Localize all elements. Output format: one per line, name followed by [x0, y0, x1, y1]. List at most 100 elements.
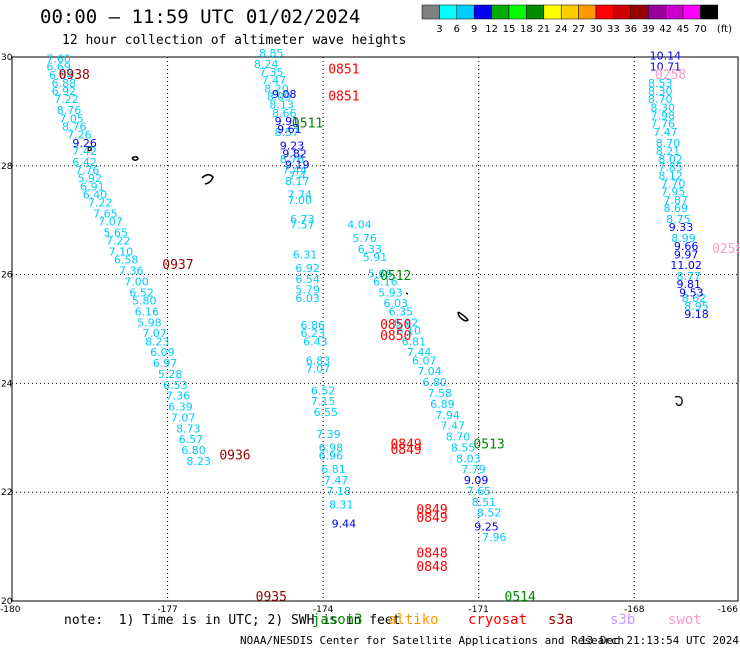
wave-height-value: 5.80: [132, 295, 157, 308]
wave-height-value: 11.02: [670, 259, 702, 272]
wave-height-value: 7.47: [262, 74, 287, 87]
wave-height-value: 6.81: [321, 463, 346, 476]
wave-height-value: 4.04: [347, 218, 372, 231]
wave-height-value: 8.69: [664, 202, 689, 215]
legend-level: 18: [520, 24, 533, 35]
pass-time-label: 0511: [292, 117, 323, 132]
legend-level: 12: [485, 24, 498, 35]
legend-swatch: [700, 4, 719, 20]
wave-height-value: 8.62: [682, 292, 707, 305]
wave-height-value: 7.07: [142, 327, 167, 340]
legend-level: 33: [607, 24, 620, 35]
wave-height-value: 9.25: [474, 520, 499, 533]
y-tick-label: 24: [1, 379, 13, 389]
wave-height-value: 9.66: [674, 240, 699, 253]
legend-level: 15: [503, 24, 516, 35]
wave-height-value: 8.95: [684, 300, 709, 313]
wave-height-value: 8.31: [329, 499, 354, 512]
wave-height-value: 9.26: [72, 137, 97, 150]
pass-time-label: 0849: [416, 503, 447, 518]
wave-height-value: 6.31: [293, 248, 318, 261]
wave-height-value: 7.47: [653, 126, 678, 139]
wave-height-value: 8.66: [272, 107, 297, 120]
island-outline: [405, 292, 409, 295]
wave-height-value: 7.36: [166, 390, 191, 403]
generated-timestamp: 13 Dec 21:13:54 UTC 2024: [580, 634, 739, 647]
wave-height-value: 6.23: [301, 327, 326, 340]
wave-height-value: 5.66: [368, 267, 393, 280]
wave-height-value: 8.99: [671, 232, 696, 245]
wave-height-value: 6.53: [163, 379, 188, 392]
legend-level: 24: [555, 24, 568, 35]
wave-height-value: 7.70: [661, 178, 686, 191]
wave-height-value: 9.09: [464, 474, 489, 487]
legend-level: 70: [694, 24, 707, 35]
y-tick-label: 28: [1, 162, 13, 172]
wave-height-value: 7.96: [482, 531, 507, 544]
wave-height-value: 7.22: [106, 235, 131, 248]
wave-height-value: 7.57: [290, 218, 315, 231]
wave-height-value: 8.23: [186, 455, 211, 468]
wave-height-value: 7.98: [651, 110, 676, 123]
wave-height-value: 7.00: [288, 194, 313, 207]
x-tick-label: -180: [0, 605, 21, 615]
pass-time-label: 0849: [416, 511, 447, 526]
wave-height-value: 8.76: [57, 104, 82, 117]
pass-time-label: 0937: [162, 258, 193, 273]
wave-height-value: 5.65: [103, 227, 128, 240]
pass-time-label: 0935: [256, 590, 287, 605]
wave-height-value: 6.03: [295, 292, 320, 305]
chart-title: 00:00 — 11:59 UTC 01/02/2024: [40, 6, 361, 28]
wave-height-value: 6.97: [153, 357, 178, 370]
wave-height-value: 6.73: [290, 213, 315, 226]
x-tick-label: -168: [624, 605, 645, 615]
wave-height-value: 6.86: [301, 319, 326, 332]
pass-time-label: 0514: [505, 590, 536, 605]
wave-height-value: 7.85: [658, 161, 683, 174]
island-outline: [87, 146, 92, 152]
wave-height-value: 7.87: [664, 194, 689, 207]
wave-height-value: 9.08: [272, 88, 297, 101]
pass-time-label: 0848: [416, 546, 447, 561]
pass-time-label: 0849: [390, 443, 421, 458]
wave-height-value: 9.33: [669, 221, 694, 234]
wave-height-value: 6.35: [389, 305, 414, 318]
x-tick-label: -171: [468, 605, 488, 615]
wave-height-value: 7.58: [428, 387, 453, 400]
legend-level: 36: [624, 24, 637, 35]
y-tick-label: 20: [1, 597, 13, 607]
wave-height-value: 8.51: [472, 496, 497, 509]
wave-height-value: 10.14: [650, 50, 682, 63]
wave-height-value: 7.65: [93, 207, 118, 220]
wave-height-value: 7.07: [98, 216, 123, 229]
island-outline: [674, 395, 683, 407]
wave-height-value: 6.33: [358, 243, 383, 256]
wave-height-value: 8.30: [651, 101, 676, 114]
wave-height-value: 8.70: [648, 93, 673, 106]
wave-height-value: 7.07: [171, 411, 196, 424]
pass-time-label: 0258: [655, 68, 686, 83]
wave-height-value: 6.42: [72, 156, 97, 169]
wave-height-value: 7.79: [461, 463, 486, 476]
legend-level: 6: [454, 24, 460, 35]
wave-height-value: 7.95: [661, 186, 686, 199]
x-tick-label: -174: [313, 605, 334, 615]
wave-height-value: 7.42: [72, 145, 97, 158]
wave-height-value: 7.10: [109, 246, 134, 259]
wave-height-value: 7.44: [282, 164, 307, 177]
wave-height-value: 8.70: [446, 431, 471, 444]
wave-height-value: 6.03: [383, 297, 408, 310]
wave-height-value: 8.21: [656, 145, 681, 158]
wave-height-value: 6.43: [303, 335, 328, 348]
wave-height-value: 8.53: [648, 77, 673, 90]
wave-height-value: 8.76: [62, 120, 87, 133]
wave-height-value: 6.16: [135, 305, 160, 318]
wave-height-value: 6.58: [114, 254, 139, 267]
pass-time-label: 0512: [380, 269, 411, 284]
wave-height-value: 6.84: [49, 69, 74, 82]
pass-time-label: 0851: [328, 62, 359, 77]
wave-height-value: 6.83: [306, 354, 331, 367]
legend-level: 21: [537, 24, 550, 35]
wave-height-value: 7.35: [259, 66, 284, 79]
x-tick-label: -166: [718, 605, 739, 615]
